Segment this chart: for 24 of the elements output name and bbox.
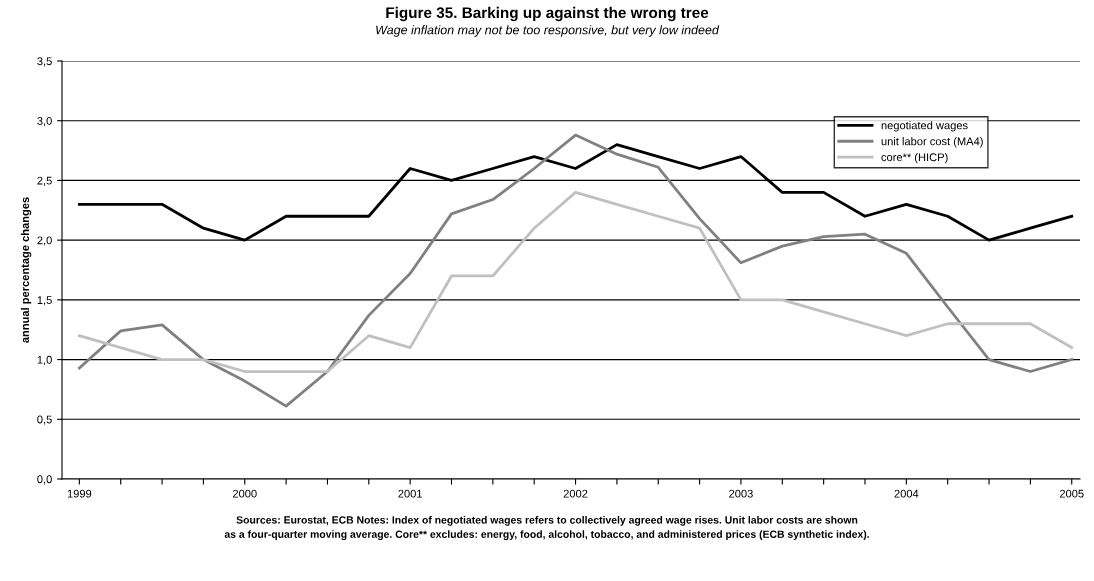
legend-label: core** (HICP) [881, 152, 948, 164]
x-tick-label: 2001 [398, 489, 422, 498]
y-tick-label: 1,0 [37, 355, 52, 366]
y-axis-title: annual percentage changes [20, 197, 32, 343]
y-tick-label: 1,5 [37, 296, 52, 306]
line-series [77, 133, 1074, 408]
x-tick-label: 2000 [232, 489, 257, 498]
y-tick-label: 0,5 [37, 415, 52, 425]
y-tick-label: 3,5 [37, 57, 52, 67]
legend-label: unit labor cost (MA4) [881, 137, 983, 148]
line-series [77, 190, 1074, 373]
x-tick-label: 2004 [894, 489, 919, 498]
y-tick-label: 2,0 [37, 236, 52, 246]
y-tick-label: 3,0 [37, 116, 52, 127]
x-tick-label: 1999 [67, 489, 92, 498]
chart-title: Figure 35. Barking up against the wrong tree [386, 6, 709, 22]
x-tick-label: 2005 [1059, 489, 1084, 498]
source-note: Sources: Eurostat, ECB Notes: Index of negotiated wages refers to collectively agreed wage rises. Unit labor costs are shown as a four-quarter moving average. Core** excludes: energy, food, alcohol, tobacco, and administered prices (ECB synthetic index). [224, 515, 869, 541]
chart-subtitle: Wage inflation may not be too responsive, but very low indeed [376, 25, 720, 37]
x-tick-label: 2003 [729, 489, 753, 498]
x-tick-label: 2002 [563, 489, 588, 498]
y-tick-label: 2,5 [37, 176, 52, 186]
legend-label: negotiated wages [881, 121, 968, 132]
y-tick-label: 0,0 [37, 475, 52, 485]
